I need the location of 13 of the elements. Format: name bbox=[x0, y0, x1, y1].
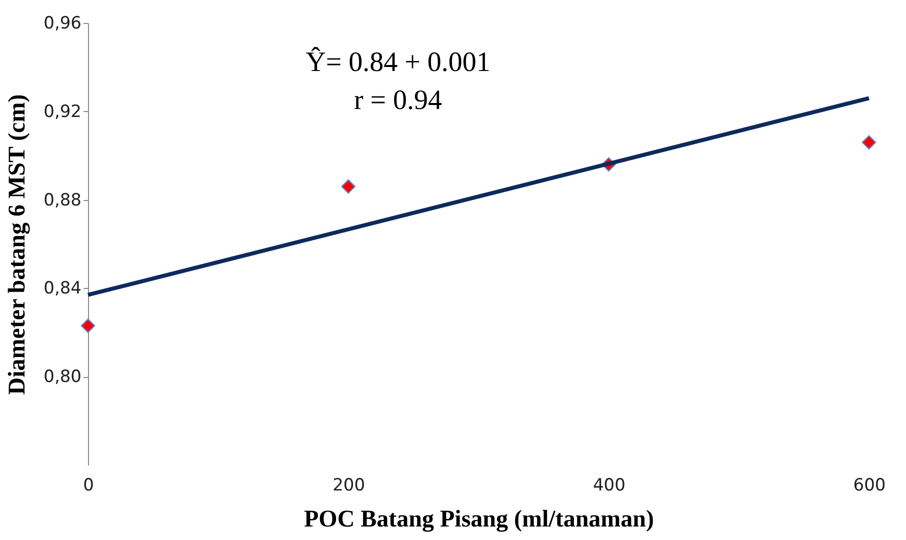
y-tick-label: 0,92 bbox=[44, 102, 82, 122]
annotation: r = 0.94 bbox=[354, 85, 442, 116]
x-tick-label: 600 bbox=[853, 476, 886, 496]
x-tick-label: 400 bbox=[592, 476, 626, 496]
annotation: Ŷ= 0.84 + 0.001 bbox=[306, 46, 490, 78]
x-axis-title: POC Batang Pisang (ml/tanaman) bbox=[304, 506, 654, 532]
y-tick-label: 0,80 bbox=[44, 367, 82, 388]
y-tick-label: 0,88 bbox=[44, 190, 82, 210]
y-tick-label: 0,96 bbox=[44, 14, 82, 34]
y-axis-title: Diameter batang 6 MST (cm) bbox=[4, 94, 31, 395]
x-tick-label: 0 bbox=[83, 476, 94, 496]
x-tick-label: 200 bbox=[332, 476, 366, 496]
y-tick-label: 0,84 bbox=[44, 278, 82, 299]
